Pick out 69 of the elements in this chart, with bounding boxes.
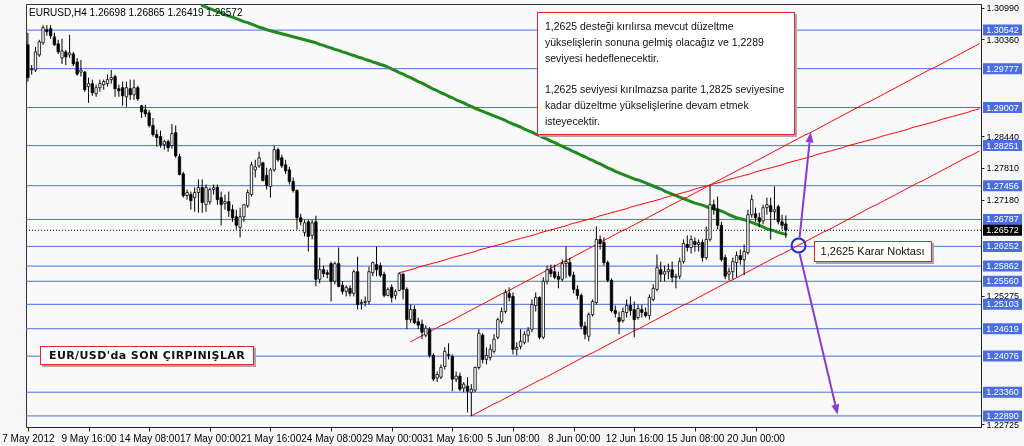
candlestick xyxy=(549,264,553,278)
x-tick-label: 14 May 08:00 xyxy=(119,432,181,444)
candlestick xyxy=(193,187,197,213)
candlestick xyxy=(196,178,201,214)
ref-line-label: 1.29777 xyxy=(986,63,1019,74)
ref-line-label: 1.26252 xyxy=(986,241,1019,252)
candlestick xyxy=(124,81,129,108)
candlestick xyxy=(113,74,117,98)
candlestick xyxy=(337,247,341,288)
candlestick xyxy=(689,234,693,255)
candlestick xyxy=(333,261,337,285)
x-tick-label: 5 Jun 08:00 xyxy=(487,432,541,444)
candlestick xyxy=(329,261,333,302)
y-tick-label: 1.30360 xyxy=(986,34,1020,45)
ref-line-label: 1.29007 xyxy=(986,102,1019,113)
candlestick xyxy=(564,246,568,279)
candlestick xyxy=(60,38,64,65)
x-tick-label: 29 May 00:00 xyxy=(361,432,423,444)
x-tick-label: 20 Jun 00:00 xyxy=(727,432,786,444)
y-tick-label: 1.27810 xyxy=(986,163,1020,174)
y-tick-label: 1.30990 xyxy=(986,3,1020,14)
candlestick xyxy=(121,81,125,107)
candlestick xyxy=(98,79,102,93)
ref-line-label: 1.25560 xyxy=(986,276,1019,287)
ref-line-label: 1.30542 xyxy=(986,25,1019,36)
x-tick-label: 21 May 16:00 xyxy=(240,432,302,444)
candlestick xyxy=(128,79,132,101)
x-tick-label: 17 May 00:00 xyxy=(179,432,242,444)
candlestick xyxy=(628,295,633,317)
line-series xyxy=(470,150,980,417)
x-tick-label: 9 May 16:00 xyxy=(61,432,117,444)
x-tick-label: 8 Jun 00:00 xyxy=(547,432,601,444)
candlestick xyxy=(223,194,227,211)
y-tick-label: 1.25275 xyxy=(986,291,1020,302)
ref-line-label: 1.23360 xyxy=(986,387,1019,398)
annotation: EUR/USD'da SON ÇIRPINIŞLAR xyxy=(40,346,255,365)
ref-line-label: 1.25862 xyxy=(986,261,1019,272)
x-tick-label: 31 May 16:00 xyxy=(422,432,484,444)
candlestick xyxy=(189,191,193,211)
y-tick-label: 1.22725 xyxy=(986,419,1020,430)
y-tick-label: 1.28440 xyxy=(986,131,1020,142)
x-tick-label: 7 May 2012 xyxy=(2,432,55,444)
candlestick xyxy=(772,186,777,221)
candlestick xyxy=(693,236,697,253)
ref-line-label: 1.28251 xyxy=(986,140,1019,151)
x-tick-label: 24 May 08:00 xyxy=(301,432,363,444)
ref-line-label: 1.24076 xyxy=(986,351,1019,362)
candlestick xyxy=(458,372,462,392)
ref-line-label: 1.26572 xyxy=(986,225,1019,236)
candlestick xyxy=(204,183,208,213)
candlestick xyxy=(420,319,424,340)
ref-line-label: 1.27456 xyxy=(986,180,1019,191)
candlestick xyxy=(632,300,636,338)
annotation: 1,2625 Karar Noktası xyxy=(813,241,932,263)
candlestick xyxy=(174,125,178,159)
ref-line-label: 1.25103 xyxy=(986,299,1019,310)
x-tick-label: 15 Jun 08:00 xyxy=(666,432,725,444)
y-tick-label: 1.27180 xyxy=(986,195,1020,206)
candlestick xyxy=(625,298,629,319)
candlestick xyxy=(412,304,417,325)
ref-line-label: 1.24619 xyxy=(986,323,1019,334)
x-tick-label: 12 Jun 16:00 xyxy=(605,432,665,444)
ref-line-label: 1.26787 xyxy=(986,214,1019,225)
candlestick xyxy=(200,178,204,214)
annotation: 1,2625 seviyesi kırılmazsa parite 1,2825 seviyesine kadar düzeltme yükselişlerine devam etmek isteyecektir. xyxy=(545,82,786,129)
annotation: 1,2625 desteği kırılırsa mevcut düzeltme yükselişlerin sonuna gelmiş olacağız ve 1,2289 seviyesi hedeflenecektir. xyxy=(545,19,765,66)
candlestick xyxy=(132,79,136,101)
ref-line-label: 1.22890 xyxy=(986,410,1019,421)
candlestick xyxy=(227,191,231,218)
